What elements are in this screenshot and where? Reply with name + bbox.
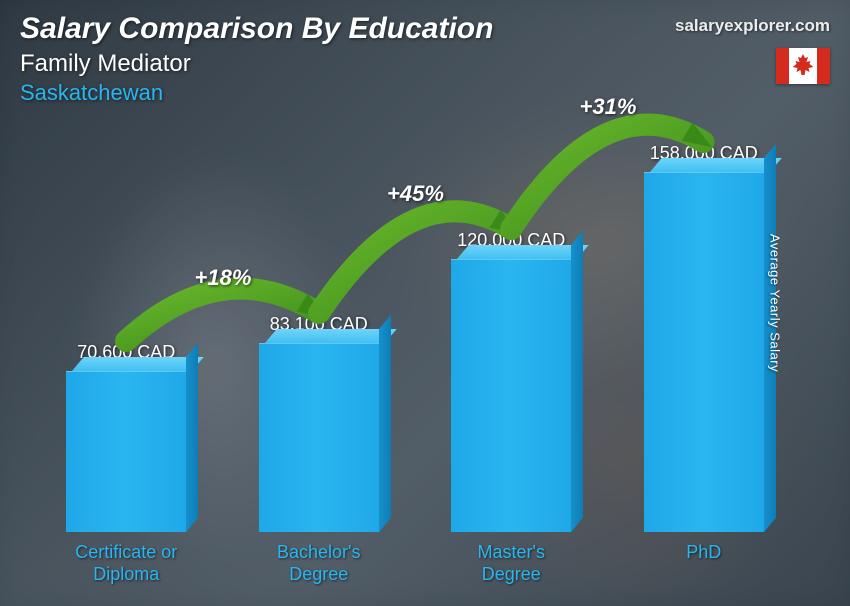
increase-pct-label: +45% (387, 181, 444, 207)
bar-category-label: PhD (686, 542, 721, 586)
y-axis-label: Average Yearly Salary (767, 234, 782, 372)
increase-arrow (491, 92, 744, 289)
watermark: salaryexplorer.com (675, 16, 830, 36)
increase-pct-label: +18% (195, 265, 252, 291)
chart-subtitle: Family Mediator (20, 50, 830, 78)
bar-category-label: Bachelor'sDegree (277, 542, 360, 586)
canada-flag-icon (776, 48, 830, 84)
bar-category-label: Master'sDegree (478, 542, 545, 586)
bar-category-label: Certificate orDiploma (75, 542, 177, 586)
chart-region: Saskatchewan (20, 80, 830, 106)
